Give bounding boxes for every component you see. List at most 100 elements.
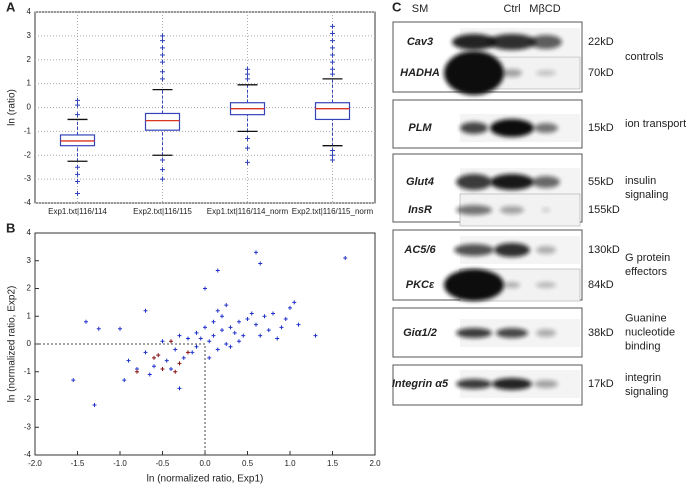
point: [190, 350, 195, 355]
panel-label: B: [6, 220, 15, 235]
outlier: [330, 71, 335, 77]
blot-band: [456, 328, 492, 338]
y-tick-label: 3: [27, 256, 32, 265]
outlier: [160, 33, 165, 39]
outlier: [245, 66, 250, 72]
outlier: [330, 157, 335, 163]
point: [288, 305, 292, 310]
group-label: G protein: [625, 252, 670, 264]
point: [271, 311, 275, 316]
point: [143, 308, 148, 313]
point: [249, 311, 254, 316]
blot-band: [460, 122, 488, 134]
blot-band: [494, 243, 530, 257]
outlier: [330, 147, 335, 153]
group-label: signaling: [625, 386, 668, 398]
blot-band: [492, 378, 532, 390]
outlier: [160, 76, 165, 82]
x-tick-label: 2.0: [369, 459, 381, 468]
y-tick-label: -1: [24, 126, 32, 135]
y-tick-label: 2: [27, 284, 32, 293]
blot-band: [454, 244, 494, 256]
point: [254, 322, 258, 327]
x-tick-label: Exp1.txt|116/114_norm: [207, 207, 289, 216]
outlier: [330, 59, 335, 65]
point: [237, 339, 241, 344]
outlier: [330, 23, 335, 29]
point: [173, 369, 178, 374]
y-tick-label: 1: [27, 311, 32, 320]
protein-label: PKCε: [406, 279, 435, 291]
point: [228, 325, 233, 330]
x-tick-label: -2.0: [28, 459, 42, 468]
protein-label: Giα1/2: [403, 327, 437, 339]
point: [177, 386, 182, 391]
point: [194, 330, 199, 335]
outlier: [330, 66, 335, 72]
y-tick-label: 4: [27, 7, 32, 16]
outlier: [160, 157, 165, 163]
protein-label: Integrin α5: [392, 378, 449, 390]
protein-label: Glut4: [406, 176, 434, 188]
outlier: [160, 38, 165, 44]
point: [279, 325, 284, 330]
point: [207, 339, 212, 344]
point: [194, 344, 199, 349]
point: [96, 326, 101, 331]
point: [245, 317, 250, 322]
point: [207, 355, 212, 360]
outlier: [245, 71, 250, 77]
y-tick-label: 3: [27, 31, 32, 40]
point: [160, 339, 165, 344]
point: [118, 326, 122, 331]
outlier: [75, 97, 80, 103]
panel-label: A: [6, 0, 16, 14]
outlier: [160, 176, 165, 182]
outlier: [245, 136, 250, 142]
x-tick-label: -0.5: [156, 459, 170, 468]
group-label: nucleotide: [625, 326, 675, 338]
blot-band: [444, 51, 504, 95]
outlier: [245, 145, 250, 151]
blot-band: [444, 269, 504, 301]
point: [262, 314, 267, 319]
blot-band: [488, 34, 536, 50]
point: [283, 317, 288, 322]
point: [71, 378, 76, 383]
point: [215, 347, 220, 352]
outlier: [160, 45, 165, 51]
point: [173, 347, 178, 352]
blot-band: [456, 205, 492, 215]
blot-band: [536, 246, 556, 254]
blot-band: [534, 380, 558, 388]
outlier: [75, 112, 80, 118]
point: [152, 355, 156, 360]
lane-label: MβCD: [529, 3, 560, 15]
outlier: [160, 59, 165, 65]
size-label: 155kD: [588, 204, 620, 216]
box: [314, 102, 351, 121]
point: [215, 308, 220, 313]
point: [135, 369, 139, 374]
group-label: Guanine: [625, 312, 667, 324]
y-tick-label: -1: [24, 367, 32, 376]
blot-band: [504, 282, 520, 288]
size-label: 70kD: [588, 67, 614, 79]
point: [258, 333, 263, 338]
outlier: [330, 45, 335, 51]
blot-band: [542, 208, 550, 212]
x-tick-label: Exp2.txt|116/115_norm: [292, 207, 374, 216]
y-tick-label: -2: [24, 395, 32, 404]
protein-label: InsR: [408, 204, 432, 216]
group-label: integrin: [625, 372, 661, 384]
point: [152, 364, 156, 369]
x-tick-label: 1.0: [284, 459, 296, 468]
outlier: [245, 76, 250, 82]
point: [215, 268, 220, 273]
blot-band: [456, 174, 492, 190]
y-tick-label: -2: [24, 150, 32, 159]
point: [224, 303, 229, 308]
box: [144, 112, 181, 131]
outlier: [75, 179, 80, 185]
point: [169, 339, 173, 344]
